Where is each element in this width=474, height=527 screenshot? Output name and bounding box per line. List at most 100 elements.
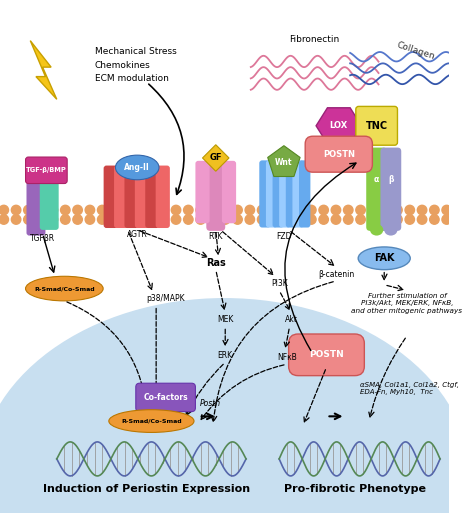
Ellipse shape: [358, 247, 410, 270]
Text: POSTN: POSTN: [309, 350, 344, 359]
Circle shape: [393, 206, 402, 215]
Circle shape: [183, 215, 193, 224]
Ellipse shape: [0, 298, 470, 527]
Polygon shape: [316, 108, 362, 144]
Circle shape: [110, 215, 119, 224]
Circle shape: [11, 206, 21, 215]
Circle shape: [85, 206, 95, 215]
Text: TGFβR: TGFβR: [30, 233, 55, 243]
Text: Wnt: Wnt: [275, 158, 292, 167]
Circle shape: [270, 206, 279, 215]
Circle shape: [171, 215, 181, 224]
Circle shape: [183, 206, 193, 215]
Circle shape: [122, 215, 132, 224]
Text: Postn: Postn: [200, 399, 221, 408]
Circle shape: [159, 206, 168, 215]
Circle shape: [294, 215, 304, 224]
Circle shape: [24, 206, 33, 215]
Circle shape: [417, 215, 427, 224]
Ellipse shape: [384, 224, 398, 236]
FancyBboxPatch shape: [206, 157, 225, 231]
Circle shape: [393, 215, 402, 224]
FancyBboxPatch shape: [273, 160, 284, 228]
FancyBboxPatch shape: [279, 160, 291, 228]
Circle shape: [73, 215, 82, 224]
Text: FAK: FAK: [374, 253, 394, 264]
Circle shape: [48, 206, 58, 215]
Ellipse shape: [116, 155, 159, 180]
Circle shape: [0, 206, 9, 215]
Circle shape: [270, 215, 279, 224]
Ellipse shape: [370, 224, 383, 236]
Circle shape: [307, 215, 316, 224]
FancyBboxPatch shape: [40, 168, 59, 230]
Text: Ras: Ras: [206, 258, 226, 268]
Circle shape: [85, 215, 95, 224]
Text: Further stimulation of
PI3k/Akt, MEK/ERK, NFκB,
and other mitogenic pathways: Further stimulation of PI3k/Akt, MEK/ERK…: [351, 294, 463, 314]
Circle shape: [73, 206, 82, 215]
Text: TGF-β/BMP: TGF-β/BMP: [26, 167, 67, 173]
FancyBboxPatch shape: [366, 148, 387, 231]
Circle shape: [208, 215, 218, 224]
Text: Fibronectin: Fibronectin: [289, 35, 339, 44]
Circle shape: [282, 206, 292, 215]
Polygon shape: [30, 41, 57, 99]
Text: β-catenin: β-catenin: [318, 270, 354, 279]
Circle shape: [405, 215, 414, 224]
Circle shape: [381, 206, 390, 215]
Circle shape: [405, 206, 414, 215]
Circle shape: [344, 206, 353, 215]
Circle shape: [368, 215, 378, 224]
Circle shape: [36, 206, 46, 215]
Circle shape: [442, 215, 451, 224]
Circle shape: [344, 215, 353, 224]
Circle shape: [159, 215, 168, 224]
FancyBboxPatch shape: [136, 383, 195, 412]
Text: Ang-II: Ang-II: [124, 163, 150, 172]
Circle shape: [98, 215, 107, 224]
Text: Akt: Akt: [285, 315, 298, 324]
FancyBboxPatch shape: [114, 165, 128, 228]
Circle shape: [294, 206, 304, 215]
Polygon shape: [268, 145, 300, 177]
Text: Induction of Periostin Expression: Induction of Periostin Expression: [43, 484, 250, 494]
Circle shape: [442, 206, 451, 215]
Text: Pro-fibrotic Phenotype: Pro-fibrotic Phenotype: [284, 484, 426, 494]
FancyBboxPatch shape: [286, 160, 297, 228]
Text: POSTN: POSTN: [323, 150, 355, 159]
Circle shape: [282, 215, 292, 224]
Circle shape: [356, 215, 365, 224]
Circle shape: [220, 206, 230, 215]
FancyBboxPatch shape: [305, 136, 373, 172]
Circle shape: [135, 206, 144, 215]
Text: Collagen: Collagen: [396, 41, 436, 62]
Circle shape: [429, 206, 439, 215]
Circle shape: [381, 215, 390, 224]
Circle shape: [319, 206, 328, 215]
Text: ERK: ERK: [218, 351, 233, 360]
Circle shape: [11, 215, 21, 224]
Circle shape: [417, 206, 427, 215]
Circle shape: [48, 215, 58, 224]
Text: Co-factors: Co-factors: [143, 393, 188, 402]
FancyBboxPatch shape: [259, 160, 271, 228]
FancyBboxPatch shape: [292, 160, 304, 228]
Circle shape: [171, 206, 181, 215]
Text: Chemokines: Chemokines: [95, 61, 150, 70]
Circle shape: [356, 206, 365, 215]
Circle shape: [257, 215, 267, 224]
FancyBboxPatch shape: [104, 165, 118, 228]
Text: R-Smad/Co-Smad: R-Smad/Co-Smad: [34, 286, 95, 291]
Circle shape: [196, 206, 205, 215]
Circle shape: [220, 215, 230, 224]
Text: RTK: RTK: [209, 232, 223, 241]
Text: Mechanical Stress: Mechanical Stress: [95, 47, 176, 56]
Text: AGTR: AGTR: [127, 230, 147, 239]
Text: NFκB: NFκB: [277, 353, 297, 362]
Text: αSMA, Col1a1, Col1a2, Ctgf,
EDA-Fn, Myh10,  Tnc: αSMA, Col1a1, Col1a2, Ctgf, EDA-Fn, Myh1…: [360, 382, 459, 395]
Circle shape: [368, 206, 378, 215]
FancyBboxPatch shape: [135, 165, 149, 228]
Circle shape: [98, 206, 107, 215]
FancyBboxPatch shape: [356, 106, 398, 145]
Text: LOX: LOX: [329, 121, 348, 130]
